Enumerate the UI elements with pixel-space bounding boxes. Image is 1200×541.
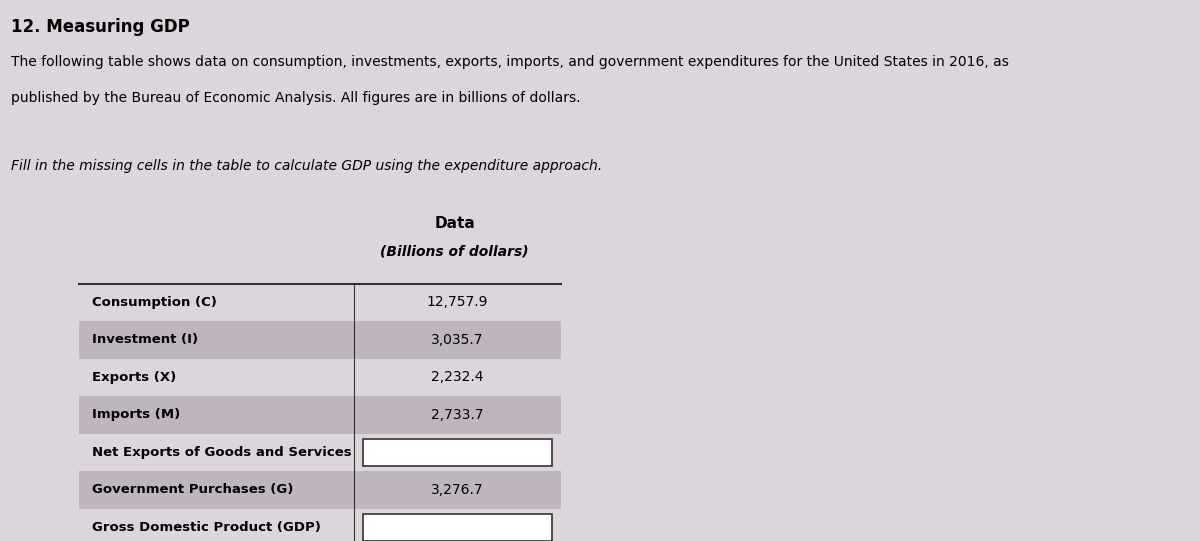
FancyBboxPatch shape [78, 471, 562, 509]
Text: Government Purchases (G): Government Purchases (G) [92, 483, 294, 497]
Text: 12,757.9: 12,757.9 [427, 295, 488, 309]
Text: 2,733.7: 2,733.7 [431, 408, 484, 422]
Text: Data: Data [434, 216, 475, 231]
Text: Exports (X): Exports (X) [92, 371, 176, 384]
FancyBboxPatch shape [78, 434, 562, 471]
Text: 3,035.7: 3,035.7 [431, 333, 484, 347]
Text: (Billions of dollars): (Billions of dollars) [380, 245, 529, 259]
Text: 2,232.4: 2,232.4 [431, 371, 484, 385]
FancyBboxPatch shape [78, 396, 562, 434]
FancyBboxPatch shape [362, 514, 552, 541]
Text: 3,276.7: 3,276.7 [431, 483, 484, 497]
Text: The following table shows data on consumption, investments, exports, imports, an: The following table shows data on consum… [11, 55, 1009, 69]
FancyBboxPatch shape [78, 359, 562, 396]
Text: Consumption (C): Consumption (C) [92, 296, 217, 309]
FancyBboxPatch shape [78, 509, 562, 541]
FancyBboxPatch shape [362, 439, 552, 466]
Text: Imports (M): Imports (M) [92, 408, 180, 421]
Text: Gross Domestic Product (GDP): Gross Domestic Product (GDP) [92, 521, 320, 534]
Text: published by the Bureau of Economic Analysis. All figures are in billions of dol: published by the Bureau of Economic Anal… [11, 91, 581, 105]
Text: Investment (I): Investment (I) [92, 333, 198, 346]
Text: Net Exports of Goods and Services: Net Exports of Goods and Services [92, 446, 352, 459]
Text: Fill in the missing cells in the table to calculate GDP using the expenditure ap: Fill in the missing cells in the table t… [11, 159, 602, 173]
Text: 12. Measuring GDP: 12. Measuring GDP [11, 18, 190, 36]
FancyBboxPatch shape [78, 283, 562, 321]
FancyBboxPatch shape [78, 321, 562, 359]
